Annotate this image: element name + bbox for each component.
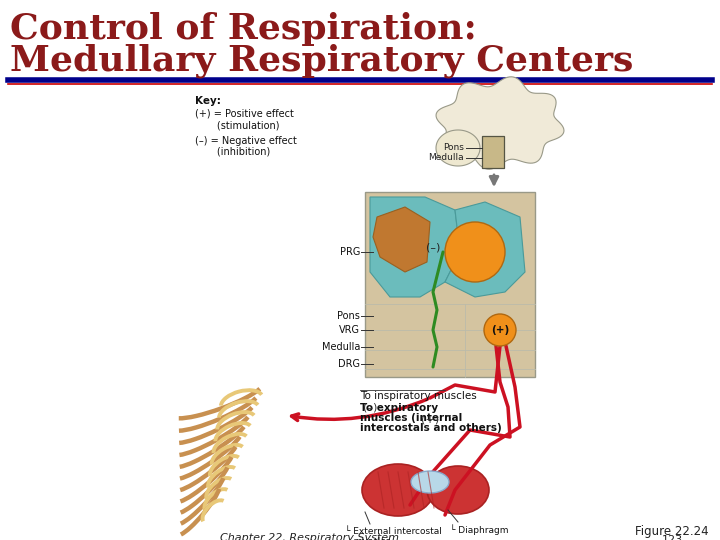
Text: Figure 22.24: Figure 22.24 (635, 525, 708, 538)
FancyArrowPatch shape (292, 399, 428, 421)
Text: intercostals and others): intercostals and others) (360, 423, 502, 433)
Text: To expiratory: To expiratory (360, 403, 438, 413)
Polygon shape (373, 207, 430, 272)
Text: (+): (+) (421, 415, 439, 425)
Text: Control of Respiration:: Control of Respiration: (10, 12, 477, 46)
Text: PRG: PRG (340, 247, 360, 257)
Polygon shape (482, 136, 504, 168)
Text: └ External intercostal
   muscles: └ External intercostal muscles (345, 527, 442, 540)
Text: Medulla: Medulla (428, 153, 464, 163)
Text: (+) = Positive effect: (+) = Positive effect (195, 109, 294, 119)
Text: 123: 123 (662, 535, 683, 540)
Text: Key:: Key: (195, 96, 221, 106)
Circle shape (484, 314, 516, 346)
Text: (+): (+) (491, 325, 509, 335)
FancyBboxPatch shape (482, 136, 504, 168)
Text: Chapter 22, Respiratory System: Chapter 22, Respiratory System (220, 533, 400, 540)
Text: muscles (internal: muscles (internal (360, 413, 462, 423)
Polygon shape (370, 197, 460, 297)
Text: (–) = Negative effect: (–) = Negative effect (195, 136, 297, 146)
Text: Medulla: Medulla (322, 342, 360, 352)
Polygon shape (436, 77, 564, 169)
Ellipse shape (362, 464, 434, 516)
Text: DRG: DRG (338, 359, 360, 369)
Text: To inspiratory muscles: To inspiratory muscles (360, 391, 477, 401)
Text: (–): (–) (426, 242, 440, 252)
Circle shape (445, 222, 505, 282)
Ellipse shape (427, 466, 489, 514)
Text: └ Diaphragm: └ Diaphragm (450, 524, 508, 535)
Text: VRG: VRG (339, 325, 360, 335)
Text: (stimulation): (stimulation) (195, 120, 279, 130)
Text: Pons: Pons (337, 311, 360, 321)
Text: (–): (–) (363, 403, 377, 413)
Ellipse shape (411, 471, 449, 493)
Text: (inhibition): (inhibition) (195, 147, 270, 157)
Bar (365, 192, 535, 377)
Polygon shape (445, 202, 525, 297)
Text: Pons: Pons (443, 144, 464, 152)
Polygon shape (436, 130, 480, 166)
Text: Medullary Respiratory Centers: Medullary Respiratory Centers (10, 44, 634, 78)
